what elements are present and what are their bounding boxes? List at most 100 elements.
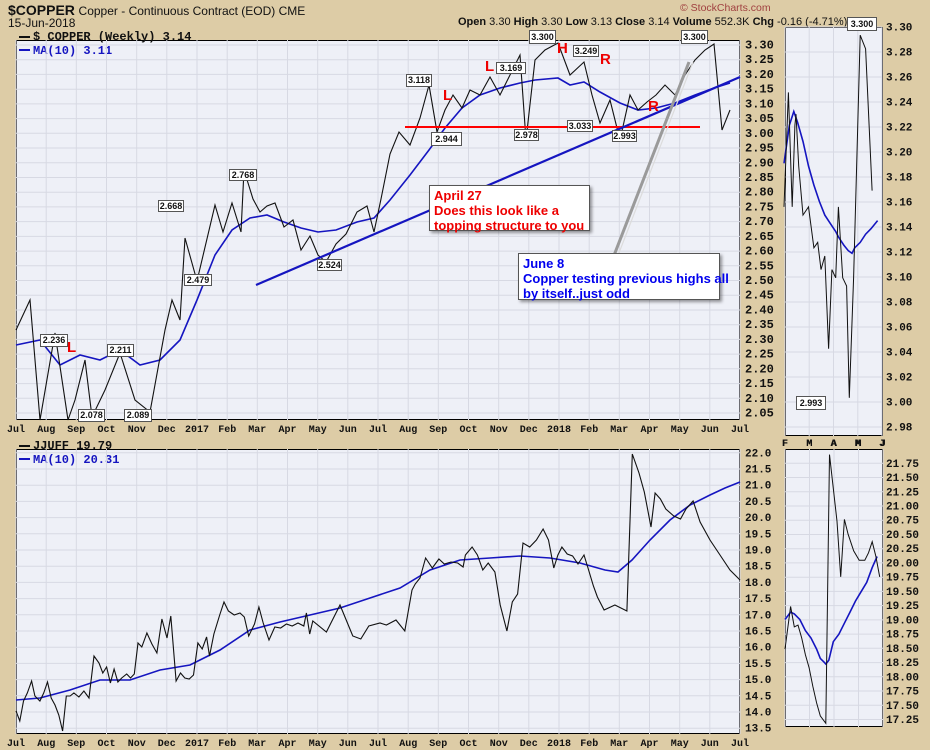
svg-text:21.50: 21.50 [886,473,919,485]
svg-text:3.16: 3.16 [886,198,912,210]
svg-text:Aug: Aug [399,739,417,750]
svg-text:14.5: 14.5 [745,691,772,703]
svg-text:3.02: 3.02 [886,373,912,385]
svg-text:14.0: 14.0 [745,708,771,720]
svg-text:19.0: 19.0 [745,546,771,558]
svg-text:Mar: Mar [610,425,628,436]
svg-text:Aug: Aug [399,425,417,436]
svg-text:19.00: 19.00 [886,615,919,627]
svg-text:Jul: Jul [731,738,749,750]
svg-text:18.00: 18.00 [886,672,919,684]
svg-text:Nov: Nov [128,739,146,750]
svg-text:3.28: 3.28 [886,48,913,60]
svg-text:Apr: Apr [640,739,658,750]
svg-text:19.5: 19.5 [745,529,772,541]
svg-text:2.75: 2.75 [745,200,774,214]
svg-text:16.5: 16.5 [745,627,772,639]
svg-text:13.5: 13.5 [745,724,772,736]
svg-text:21.25: 21.25 [886,487,919,499]
svg-text:2.85: 2.85 [745,171,774,185]
svg-text:Dec: Dec [520,739,538,750]
svg-text:20.5: 20.5 [745,497,772,509]
svg-text:17.0: 17.0 [745,610,771,622]
svg-text:Dec: Dec [158,739,176,750]
svg-text:Dec: Dec [520,425,538,436]
svg-text:2017: 2017 [185,739,209,750]
svg-text:3.20: 3.20 [886,148,912,160]
svg-text:May: May [671,739,689,750]
svg-text:18.75: 18.75 [886,630,919,642]
svg-text:3.26: 3.26 [886,73,912,85]
svg-text:Mar: Mar [248,425,266,436]
svg-text:2.10: 2.10 [745,392,774,406]
svg-text:Apr: Apr [640,425,658,436]
svg-text:Jun: Jun [339,425,357,436]
svg-text:20.25: 20.25 [886,544,919,556]
svg-text:3.10: 3.10 [886,273,912,285]
svg-text:21.00: 21.00 [886,502,919,514]
svg-text:Apr: Apr [278,425,296,436]
svg-text:3.15: 3.15 [745,83,774,97]
svg-text:Oct: Oct [97,739,115,750]
svg-text:2.50: 2.50 [745,274,774,288]
svg-text:2.55: 2.55 [745,259,774,273]
svg-text:Oct: Oct [459,425,477,436]
svg-text:Aug: Aug [37,425,55,436]
svg-text:3.08: 3.08 [886,298,913,310]
svg-text:Mar: Mar [248,739,266,750]
svg-text:19.75: 19.75 [886,573,919,585]
svg-text:May: May [309,425,327,436]
svg-text:3.30: 3.30 [745,39,774,53]
svg-text:19.50: 19.50 [886,587,919,599]
svg-text:3.18: 3.18 [886,173,913,185]
svg-text:3.22: 3.22 [886,123,912,135]
svg-text:Dec: Dec [158,425,176,436]
svg-text:Feb: Feb [580,738,598,750]
svg-text:Feb: Feb [218,738,236,750]
svg-text:20.00: 20.00 [886,558,919,570]
svg-text:Feb: Feb [218,424,236,436]
svg-text:Oct: Oct [459,739,477,750]
svg-text:Mar: Mar [610,739,628,750]
svg-text:2.20: 2.20 [745,362,774,376]
svg-text:3.20: 3.20 [745,68,774,82]
svg-text:3.00: 3.00 [886,398,912,410]
svg-text:2018: 2018 [547,739,571,750]
svg-text:Jun: Jun [339,739,357,750]
svg-text:Nov: Nov [490,425,508,436]
svg-text:2.70: 2.70 [745,215,774,229]
svg-text:3.14: 3.14 [886,223,913,235]
svg-text:20.75: 20.75 [886,516,919,528]
svg-text:21.5: 21.5 [745,465,772,477]
svg-text:Sep: Sep [67,739,85,750]
svg-text:2.40: 2.40 [745,304,774,318]
svg-text:Aug: Aug [37,739,55,750]
svg-text:15.0: 15.0 [745,675,771,687]
svg-text:2.30: 2.30 [745,333,774,347]
svg-text:Jul: Jul [369,738,387,750]
svg-text:Jul: Jul [731,424,749,436]
svg-text:18.50: 18.50 [886,644,919,656]
svg-text:Oct: Oct [97,425,115,436]
svg-text:Jun: Jun [701,425,719,436]
svg-text:Sep: Sep [429,425,447,436]
svg-text:19.25: 19.25 [886,601,919,613]
svg-text:Jul: Jul [7,738,25,750]
svg-text:3.24: 3.24 [886,98,913,110]
svg-text:3.06: 3.06 [886,323,912,335]
svg-text:2.60: 2.60 [745,245,774,259]
svg-text:3.30: 3.30 [886,23,912,35]
svg-text:3.10: 3.10 [745,97,774,111]
svg-text:3.12: 3.12 [886,248,912,260]
svg-text:3.05: 3.05 [745,112,774,126]
svg-text:17.75: 17.75 [886,687,919,699]
svg-text:17.5: 17.5 [745,594,772,606]
svg-text:2.95: 2.95 [745,142,774,156]
svg-text:2.15: 2.15 [745,377,774,391]
svg-text:Jul: Jul [369,424,387,436]
svg-text:2.65: 2.65 [745,230,774,244]
svg-text:Apr: Apr [278,739,296,750]
svg-text:3.04: 3.04 [886,348,913,360]
svg-text:3.00: 3.00 [745,127,774,141]
svg-text:2.35: 2.35 [745,318,774,332]
